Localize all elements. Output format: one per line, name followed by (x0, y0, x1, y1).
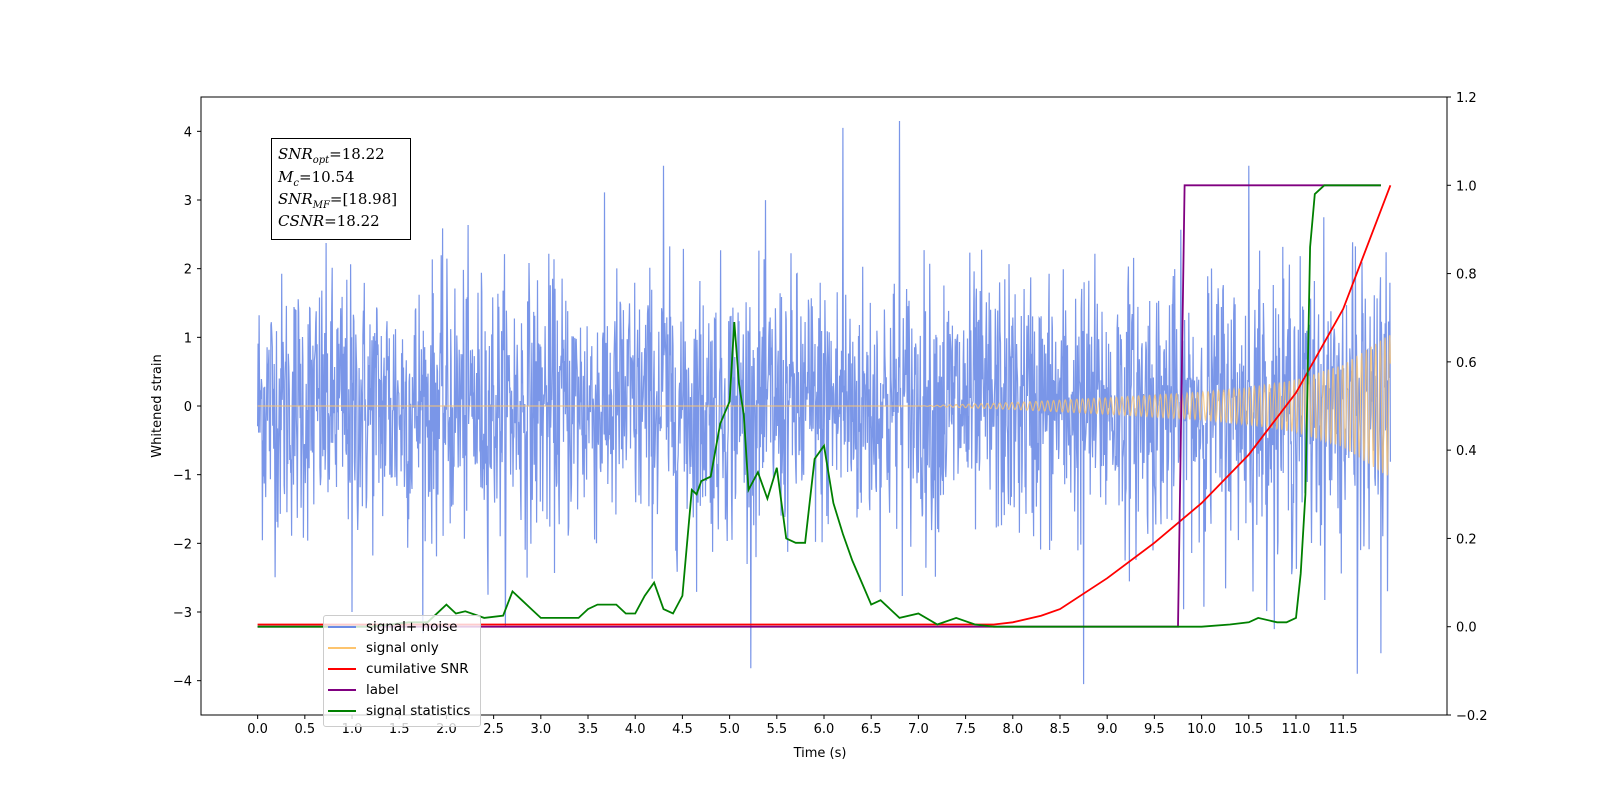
x-tick-label: 5.0 (719, 722, 740, 737)
legend-label-label: label (366, 682, 399, 698)
legend-label-cumulative-snr: cumilative SNR (366, 661, 469, 677)
y-tick-label: 2 (184, 263, 192, 278)
y2-tick-label: 1.0 (1456, 179, 1477, 194)
legend-swatch-signal-statistics (328, 710, 356, 712)
x-tick-label: 10.0 (1187, 722, 1216, 737)
x-tick-label: 11.0 (1281, 722, 1310, 737)
x-tick-label: 3.5 (578, 722, 599, 737)
legend-item-signal-noise: signal+ noise (324, 617, 480, 637)
y2-tick-label: 1.2 (1456, 91, 1477, 106)
y-tick-label: −2 (173, 537, 192, 552)
series-label (257, 184, 1381, 628)
series-signal-only (257, 335, 1391, 476)
series-signal-statistics (257, 184, 1381, 628)
x-tick-label: 6.5 (861, 722, 882, 737)
legend-item-cumulative-snr: cumilative SNR (324, 659, 480, 679)
snr-opt-value: =18.22 (329, 145, 385, 163)
snr-mf-value: =[18.98] (329, 190, 398, 208)
x-axis-label: Time (s) (793, 746, 847, 761)
y-tick-label: −4 (173, 675, 192, 690)
x-tick-label: 4.0 (625, 722, 646, 737)
x-tick-label: 0.5 (294, 722, 315, 737)
csnr-value: =18.22 (324, 212, 380, 230)
y2-tick-label: −0.2 (1456, 709, 1488, 724)
x-tick-label: 9.0 (1097, 722, 1118, 737)
y2-tick-label: 0.4 (1456, 444, 1477, 459)
x-tick-label: 8.5 (1050, 722, 1071, 737)
x-tick-label: 6.0 (814, 722, 835, 737)
legend-label-signal-statistics: signal statistics (366, 703, 471, 719)
x-tick-label: 7.5 (955, 722, 976, 737)
y2-tick-label: 0.0 (1456, 621, 1477, 636)
y-tick-label: 1 (184, 331, 192, 346)
mc-value: =10.54 (298, 168, 355, 186)
legend-item-signal-statistics: signal statistics (324, 701, 480, 721)
x-tick-label: 4.5 (672, 722, 693, 737)
x-tick-label: 11.5 (1329, 722, 1358, 737)
y2-tick-label: 0.2 (1456, 532, 1477, 547)
y-axis-label: Whitened strain (150, 354, 165, 457)
y2-tick-label: 0.8 (1456, 268, 1477, 283)
mc-line: Mc=10.54 (278, 168, 355, 189)
legend: signal+ noise signal only cumilative SNR… (323, 615, 481, 727)
legend-item-label: label (324, 680, 480, 700)
y-tick-label: 3 (184, 194, 192, 209)
plot-area (257, 120, 1392, 685)
x-tick-label: 8.0 (1002, 722, 1023, 737)
y-tick-label: −3 (173, 606, 192, 621)
legend-swatch-signal-noise (328, 626, 356, 628)
x-tick-label: 7.0 (908, 722, 929, 737)
x-tick-label: 2.5 (483, 722, 504, 737)
legend-item-signal-only: signal only (324, 638, 480, 658)
legend-label-signal-noise: signal+ noise (366, 619, 458, 635)
x-tick-label: 9.5 (1144, 722, 1165, 737)
legend-swatch-label (328, 689, 356, 691)
snr-opt-line: SNRopt=18.22 (278, 145, 385, 166)
x-tick-label: 10.5 (1234, 722, 1263, 737)
y-tick-label: 0 (184, 400, 192, 415)
x-tick-label: 3.0 (530, 722, 551, 737)
y2-tick-label: 0.6 (1456, 356, 1477, 371)
csnr-line: CSNR=18.22 (278, 212, 380, 230)
legend-label-signal-only: signal only (366, 640, 439, 656)
x-tick-label: 0.0 (247, 722, 268, 737)
snr-info-box: SNRopt=18.22 Mc=10.54 SNRMF=[18.98] CSNR… (271, 138, 411, 240)
legend-swatch-signal-only (328, 647, 356, 649)
legend-swatch-cumulative-snr (328, 668, 356, 670)
y-tick-label: −1 (173, 469, 192, 484)
x-tick-label: 5.5 (766, 722, 787, 737)
y-tick-label: 4 (184, 125, 192, 140)
snr-mf-line: SNRMF=[18.98] (278, 190, 398, 211)
series-signal-noise (257, 120, 1391, 685)
series-cumulative-snr (257, 184, 1392, 626)
